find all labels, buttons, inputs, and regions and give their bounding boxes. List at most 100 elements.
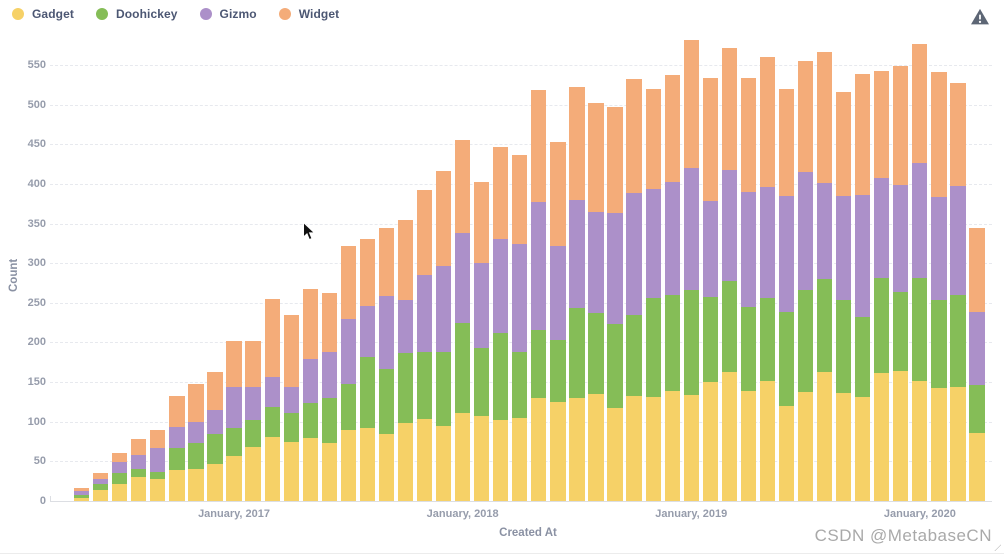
bar-segment-widget[interactable] <box>931 72 947 198</box>
bar-segment-gadget[interactable] <box>493 420 509 501</box>
bar-segment-gadget[interactable] <box>893 370 909 501</box>
bar-segment-doohickey[interactable] <box>721 280 737 372</box>
bar-segment-doohickey[interactable] <box>836 300 852 394</box>
bar-segment-gizmo[interactable] <box>474 263 490 348</box>
warning-icon[interactable] <box>970 8 990 26</box>
bar-segment-gadget[interactable] <box>721 371 737 501</box>
bar-segment-gadget[interactable] <box>531 397 547 501</box>
bar-segment-widget[interactable] <box>950 83 966 187</box>
bar-segment-widget[interactable] <box>855 73 871 195</box>
bar-segment-gadget[interactable] <box>245 447 261 501</box>
bar-segment-gadget[interactable] <box>855 397 871 501</box>
bar-segment-gadget[interactable] <box>340 429 356 501</box>
bar-segment-widget[interactable] <box>226 340 242 387</box>
bar-segment-gizmo[interactable] <box>340 319 356 385</box>
bar-segment-widget[interactable] <box>93 473 109 479</box>
bar-segment-widget[interactable] <box>131 439 147 455</box>
bar-segment-gizmo[interactable] <box>569 199 585 308</box>
bar-segment-widget[interactable] <box>969 228 985 313</box>
bar-segment-gizmo[interactable] <box>493 238 509 333</box>
bar-segment-gizmo[interactable] <box>721 169 737 281</box>
bar-segment-gadget[interactable] <box>474 416 490 501</box>
bar-segment-doohickey[interactable] <box>359 356 376 429</box>
bar-segment-gizmo[interactable] <box>664 181 680 295</box>
bar-segment-widget[interactable] <box>664 74 680 182</box>
bar-segment-gadget[interactable] <box>131 477 147 501</box>
bar-segment-gadget[interactable] <box>283 442 299 501</box>
bar-segment-gadget[interactable] <box>550 401 566 501</box>
bar-segment-doohickey[interactable] <box>740 306 757 391</box>
bar-segment-gizmo[interactable] <box>607 213 623 325</box>
bar-segment-gadget[interactable] <box>397 422 414 501</box>
bar-segment-doohickey[interactable] <box>378 369 395 434</box>
bar-segment-gizmo[interactable] <box>626 192 642 315</box>
bar-segment-widget[interactable] <box>302 289 318 360</box>
bar-segment-gadget[interactable] <box>455 413 471 501</box>
bar-segment-widget[interactable] <box>816 52 833 184</box>
bar-segment-doohickey[interactable] <box>550 340 566 402</box>
legend-item-doohickey[interactable]: Doohickey <box>95 7 178 21</box>
bar-segment-gizmo[interactable] <box>931 197 947 300</box>
bar-segment-gizmo[interactable] <box>893 184 909 292</box>
bar-segment-doohickey[interactable] <box>626 314 642 397</box>
bar-segment-gadget[interactable] <box>188 469 204 501</box>
bar-segment-gizmo[interactable] <box>702 201 718 298</box>
bar-segment-gizmo[interactable] <box>969 312 985 386</box>
bar-segment-widget[interactable] <box>759 57 776 188</box>
bar-segment-widget[interactable] <box>188 384 204 422</box>
bar-segment-gizmo[interactable] <box>797 172 814 291</box>
bar-segment-gadget[interactable] <box>759 381 776 501</box>
bar-segment-widget[interactable] <box>74 487 90 492</box>
bar-segment-gizmo[interactable] <box>855 195 871 318</box>
bar-segment-widget[interactable] <box>340 245 356 320</box>
bar-segment-widget[interactable] <box>607 107 623 214</box>
bar-segment-widget[interactable] <box>378 228 395 296</box>
bar-segment-doohickey[interactable] <box>969 385 985 433</box>
bar-segment-gadget[interactable] <box>797 392 814 501</box>
bar-segment-gadget[interactable] <box>931 388 947 501</box>
bar-segment-doohickey[interactable] <box>931 299 947 389</box>
bar-segment-widget[interactable] <box>474 182 490 264</box>
bar-segment-widget[interactable] <box>264 298 280 377</box>
bar-segment-gadget[interactable] <box>836 393 852 501</box>
bar-segment-gadget[interactable] <box>169 470 185 501</box>
bar-segment-widget[interactable] <box>569 87 585 200</box>
bar-segment-gizmo[interactable] <box>645 188 661 299</box>
bar-segment-gadget[interactable] <box>512 417 528 501</box>
bar-segment-gadget[interactable] <box>93 489 109 501</box>
bar-segment-widget[interactable] <box>397 220 414 301</box>
bar-segment-doohickey[interactable] <box>569 307 585 398</box>
bar-segment-doohickey[interactable] <box>416 351 433 419</box>
legend-item-widget[interactable]: Widget <box>278 7 340 21</box>
bar-segment-doohickey[interactable] <box>435 351 452 426</box>
bar-segment-gizmo[interactable] <box>264 376 280 408</box>
bar-segment-gizmo[interactable] <box>778 195 795 312</box>
bar-segment-gadget[interactable] <box>74 497 90 501</box>
bar-segment-widget[interactable] <box>778 88 795 196</box>
bar-segment-doohickey[interactable] <box>778 311 795 406</box>
bar-segment-doohickey[interactable] <box>645 298 661 398</box>
bar-segment-doohickey[interactable] <box>455 322 471 413</box>
bar-segment-gizmo[interactable] <box>740 191 757 307</box>
bar-segment-doohickey[interactable] <box>283 413 299 443</box>
bar-segment-gadget[interactable] <box>112 484 128 501</box>
bar-segment-gizmo[interactable] <box>131 455 147 470</box>
bar-segment-widget[interactable] <box>150 430 166 448</box>
bar-segment-gadget[interactable] <box>264 436 280 501</box>
bar-segment-gadget[interactable] <box>874 372 890 501</box>
bar-segment-widget[interactable] <box>645 88 661 189</box>
bar-segment-doohickey[interactable] <box>302 402 318 439</box>
bar-segment-gizmo[interactable] <box>188 421 204 444</box>
bar-segment-gadget[interactable] <box>588 393 604 501</box>
bar-segment-widget[interactable] <box>797 61 814 172</box>
bar-segment-gadget[interactable] <box>950 386 966 501</box>
bar-segment-widget[interactable] <box>683 39 699 169</box>
bar-segment-gadget[interactable] <box>626 396 642 501</box>
bar-segment-doohickey[interactable] <box>893 291 909 371</box>
bar-segment-gizmo[interactable] <box>302 359 318 403</box>
bar-segment-doohickey[interactable] <box>226 428 242 456</box>
bar-segment-gadget[interactable] <box>359 428 376 501</box>
bar-segment-widget[interactable] <box>702 78 718 202</box>
bar-segment-doohickey[interactable] <box>188 443 204 470</box>
bar-segment-gizmo[interactable] <box>531 202 547 330</box>
